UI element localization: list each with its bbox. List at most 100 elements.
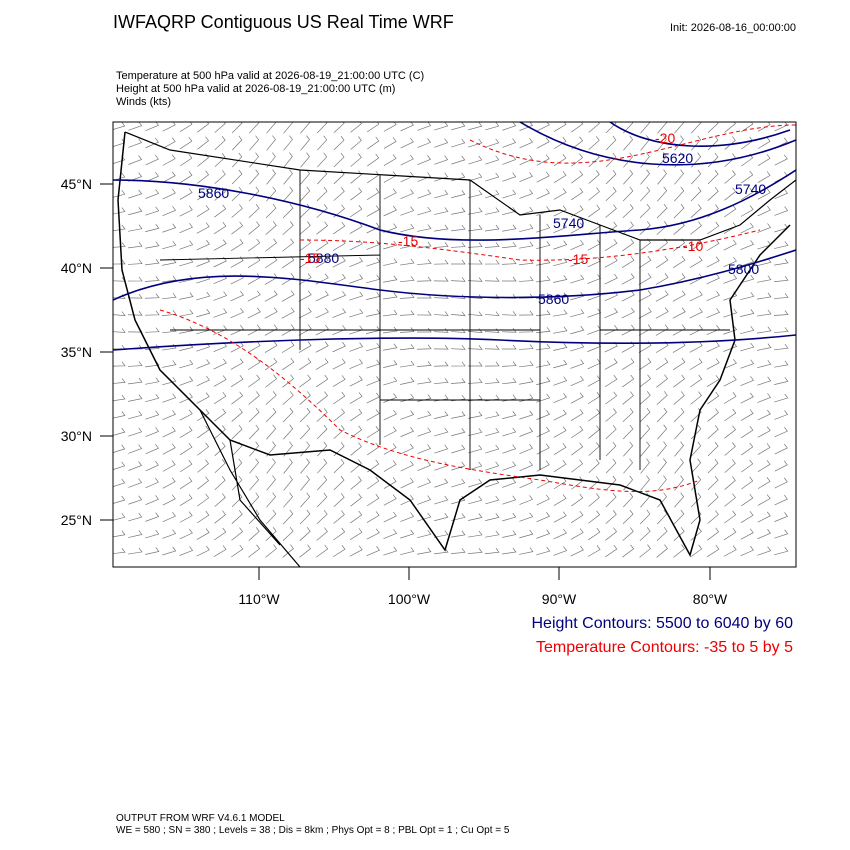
- wind-barb: [587, 291, 602, 301]
- wind-barb: [316, 408, 328, 422]
- wind-barb: [605, 187, 617, 202]
- wind-barb: [162, 376, 177, 386]
- wind-barb: [485, 224, 500, 232]
- wind-barb: [741, 442, 754, 456]
- wind-barb: [553, 137, 567, 150]
- wind-barb: [484, 242, 500, 248]
- wind-barb: [639, 203, 651, 219]
- wind-barb: [249, 135, 260, 151]
- wind-barb: [622, 204, 634, 219]
- wind-barb: [774, 188, 788, 200]
- wind-barb: [723, 274, 738, 284]
- wind-barb: [349, 342, 364, 352]
- wind-barb: [451, 207, 466, 215]
- wind-barb: [536, 377, 551, 386]
- wind-barb: [706, 375, 720, 387]
- wind-barb: [196, 510, 210, 524]
- wind-barb: [707, 391, 720, 405]
- wind-barb: [213, 325, 228, 335]
- wind-barb: [349, 274, 364, 284]
- wind-barb: [536, 327, 551, 334]
- wind-barb: [519, 189, 534, 199]
- wind-barb: [145, 258, 160, 266]
- wind-barb: [536, 137, 550, 149]
- wind-barb: [145, 241, 160, 249]
- lon-label: 90°W: [542, 591, 577, 607]
- wind-barb: [622, 527, 634, 541]
- wind-barb: [724, 408, 737, 422]
- wind-barb: [553, 460, 567, 473]
- wind-barb: [179, 494, 193, 506]
- wind-barb: [366, 493, 380, 507]
- wind-barb: [605, 408, 617, 422]
- wind-barb: [248, 221, 260, 235]
- wind-barb: [571, 170, 584, 184]
- wind-barb: [300, 135, 310, 151]
- wind-barb: [144, 293, 160, 299]
- wind-barb: [673, 407, 685, 423]
- wind-barb: [588, 187, 600, 201]
- wind-barb: [128, 547, 143, 555]
- wind-barb: [536, 410, 551, 420]
- wind-barb: [519, 241, 534, 249]
- wind-barb: [283, 135, 293, 151]
- wind-barb: [332, 273, 346, 285]
- wind-barb: [366, 546, 380, 557]
- wind-barb: [553, 257, 568, 267]
- wind-barb: [367, 136, 380, 150]
- wind-barb: [672, 307, 686, 319]
- wind-barb: [400, 547, 415, 556]
- wind-barb: [570, 205, 584, 217]
- wind-barb: [283, 458, 293, 474]
- wind-barb: [162, 188, 176, 200]
- wind-barb: [127, 276, 143, 282]
- wind-barb: [298, 273, 312, 285]
- wind-barb: [162, 275, 177, 283]
- wind-barb: [230, 341, 244, 353]
- wind-barb: [536, 393, 551, 403]
- wind-barb: [553, 309, 568, 317]
- wind-barb: [350, 408, 363, 422]
- wind-barb: [553, 494, 567, 506]
- wind-barb: [623, 458, 634, 474]
- wind-barb: [656, 544, 668, 558]
- wind-barb: [485, 461, 500, 471]
- wind-barb: [689, 341, 703, 353]
- wind-barb: [674, 424, 685, 440]
- wind-barb: [298, 290, 312, 302]
- wind-barb: [451, 224, 466, 232]
- wind-barb: [723, 392, 737, 404]
- wind-barb: [723, 528, 737, 541]
- wind-barb: [367, 442, 380, 456]
- wind-barb: [128, 495, 143, 505]
- wind-barb: [622, 186, 634, 202]
- wind-barb: [366, 188, 380, 201]
- wind-barb: [638, 324, 652, 336]
- wind-barb: [400, 494, 414, 506]
- wind-barb: [113, 361, 126, 367]
- wind-barb: [518, 327, 534, 333]
- wind-barb: [467, 345, 483, 350]
- wind-barb: [706, 308, 721, 318]
- wind-barb: [299, 527, 311, 541]
- wind-barb: [690, 186, 702, 202]
- wind-barb: [587, 274, 602, 284]
- wind-barb: [757, 477, 771, 489]
- wind-barb: [179, 275, 194, 283]
- wind-barb: [485, 138, 500, 148]
- wind-barb: [657, 492, 667, 508]
- temperature-label: -10: [683, 238, 703, 254]
- wind-barb: [757, 309, 772, 317]
- wind-barb: [433, 242, 449, 248]
- wind-barb: [350, 153, 362, 167]
- wind-barb: [553, 122, 567, 132]
- wind-barb: [450, 548, 466, 555]
- wind-barb: [145, 460, 159, 472]
- wind-barb: [773, 327, 789, 333]
- wind-barb: [350, 122, 362, 133]
- height-label: 5620: [662, 150, 693, 166]
- wind-barb: [248, 527, 260, 541]
- wind-barb: [605, 441, 617, 457]
- wind-barb: [300, 152, 310, 168]
- wind-barb: [179, 409, 193, 421]
